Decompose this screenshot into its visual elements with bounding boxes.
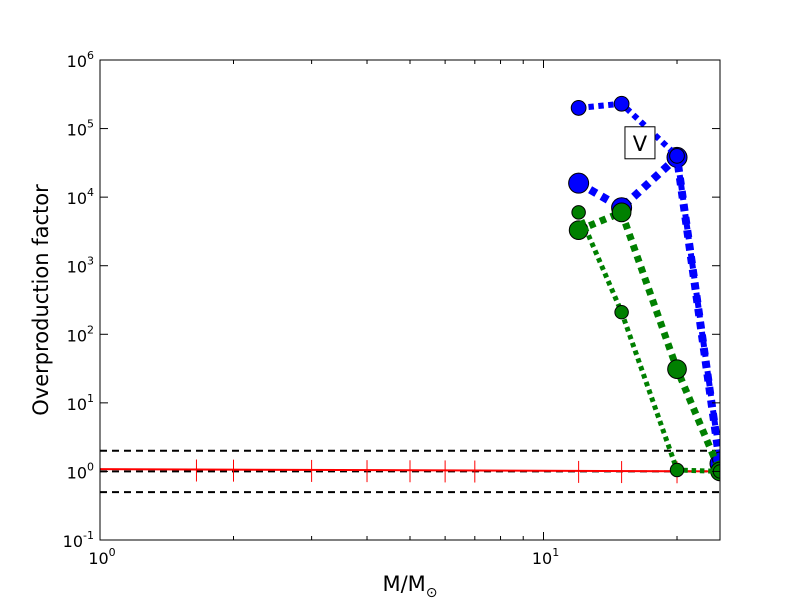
annotation-label-0: V xyxy=(633,132,648,156)
x-tick-label-0: 100 xyxy=(88,546,115,568)
annotations: V xyxy=(624,126,656,160)
series-3-point-1 xyxy=(614,304,629,320)
series-2-point-1 xyxy=(611,202,632,223)
y-tick-label-5: 104 xyxy=(67,186,94,208)
series-1-point-1 xyxy=(613,95,630,112)
y-tick-label-6: 105 xyxy=(67,118,94,140)
series-1-point-2 xyxy=(669,147,685,164)
series-3-point-2 xyxy=(669,462,685,478)
series-1-point-0 xyxy=(570,100,587,116)
y-tick-label-4: 103 xyxy=(67,255,94,277)
axis-ticks xyxy=(99,59,720,541)
series-3-point-0 xyxy=(571,205,586,220)
y-tick-label-3: 102 xyxy=(67,323,94,345)
series-2-point-2 xyxy=(667,359,687,380)
series-0-point-0 xyxy=(568,172,590,194)
y-tick-label-2: 101 xyxy=(67,392,94,414)
x-tick-label-1: 101 xyxy=(532,546,559,568)
y-axis-label: Overproduction factor xyxy=(29,184,53,416)
annotation-box-0 xyxy=(624,126,656,160)
plot-frame xyxy=(99,59,721,541)
y-tick-label-7: 106 xyxy=(67,49,94,71)
y-tick-label-1: 100 xyxy=(67,460,94,482)
y-tick-label-0: 10-1 xyxy=(63,529,94,551)
baseline-series xyxy=(100,459,720,484)
x-axis-label: M/M⊙ xyxy=(382,572,437,600)
series-0-line xyxy=(576,149,720,465)
series-2-line xyxy=(577,207,720,473)
series-3-line xyxy=(576,211,720,474)
